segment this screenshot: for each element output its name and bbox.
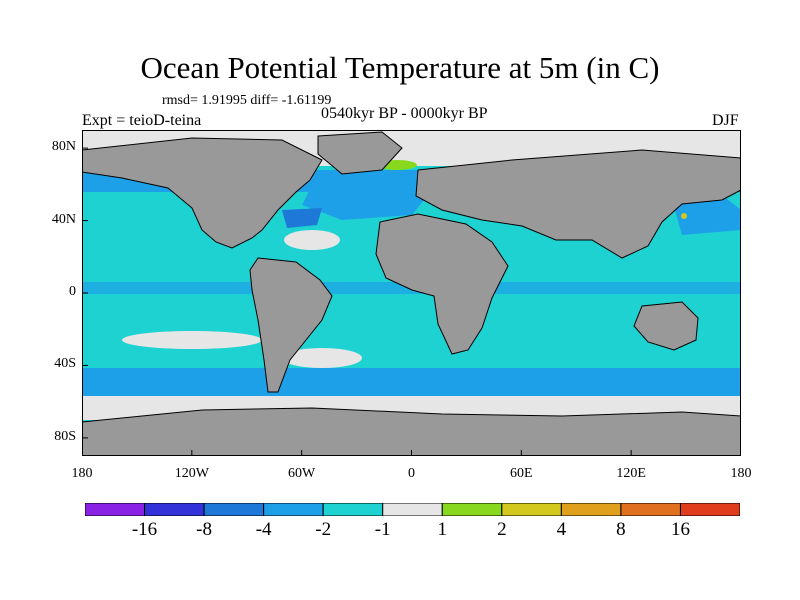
land-south-america — [249, 257, 333, 393]
colorbar-swatch — [382, 503, 443, 516]
colorbar-swatch — [144, 503, 205, 516]
anomaly-patch-japan — [681, 213, 687, 219]
stats-line: rmsd= 1.91995 diff= -1.61199 — [162, 93, 332, 108]
colorbar-swatch — [322, 503, 384, 516]
season-label: DJF — [712, 112, 739, 129]
lon-tick-label: 180 — [730, 466, 752, 481]
land-greenland — [317, 131, 403, 175]
colorbar-label: -4 — [255, 519, 272, 540]
colorbar-swatch — [203, 503, 265, 516]
colorbar-swatch — [560, 503, 622, 516]
land-north-america — [82, 137, 323, 249]
anomaly-patch-gulf-stream — [282, 208, 322, 228]
anomaly-patch-kuroshio — [672, 195, 741, 235]
lon-tick-label: 60E — [510, 466, 533, 481]
land-australia — [633, 301, 699, 351]
lat-tick-label: 80S — [54, 428, 76, 444]
anomaly-patch-subtropical-atlantic — [284, 230, 340, 250]
colorbar-swatch — [679, 503, 740, 516]
lon-tick-label: 60W — [288, 466, 316, 481]
lon-tick-label: 120E — [616, 466, 646, 481]
colorbar-label: -8 — [196, 519, 212, 540]
colorbar-label: -16 — [131, 519, 158, 540]
anomaly-patch-south-atlantic — [282, 348, 362, 368]
colorbar-label: 8 — [616, 519, 626, 540]
world-map — [82, 130, 741, 456]
anomaly-patch-south-pacific — [122, 331, 262, 349]
colorbar-swatch — [263, 503, 324, 516]
colorbar — [85, 503, 740, 516]
experiment-label: Expt = teioD-teina — [82, 112, 202, 129]
lon-tick-label: 120W — [174, 466, 209, 481]
colorbar-swatch — [620, 503, 681, 516]
land-africa — [375, 213, 509, 355]
colorbar-label: 4 — [556, 519, 567, 540]
colorbar-swatch — [441, 503, 503, 516]
colorbar-swatch — [501, 503, 562, 516]
land-eurasia — [415, 149, 741, 259]
colorbar-swatch — [85, 503, 146, 516]
anomaly-band-southern-ocean — [82, 368, 741, 398]
colorbar-label: -1 — [374, 519, 391, 540]
lat-tick-label: 40N — [51, 211, 76, 227]
colorbar-label: -2 — [315, 519, 332, 540]
period-label: 0540kyr BP - 0000kyr BP — [321, 105, 488, 122]
map-ticks — [82, 147, 741, 456]
anomaly-patch-north-atlantic — [302, 175, 432, 220]
lon-tick-label: 0 — [408, 466, 415, 481]
land-masses — [82, 131, 741, 456]
map-title: Ocean Potential Temperature at 5m (in C) — [140, 50, 660, 85]
lat-tick-label: 40S — [54, 356, 76, 372]
lon-tick-label: 180 — [71, 466, 93, 481]
lat-tick-label: 0 — [69, 284, 76, 299]
lat-tick-label: 80N — [51, 139, 76, 155]
colorbar-label: 1 — [437, 519, 448, 540]
land-antarctica — [82, 407, 741, 456]
colorbar-label: 2 — [497, 519, 507, 540]
colorbar-label: 16 — [670, 519, 690, 540]
